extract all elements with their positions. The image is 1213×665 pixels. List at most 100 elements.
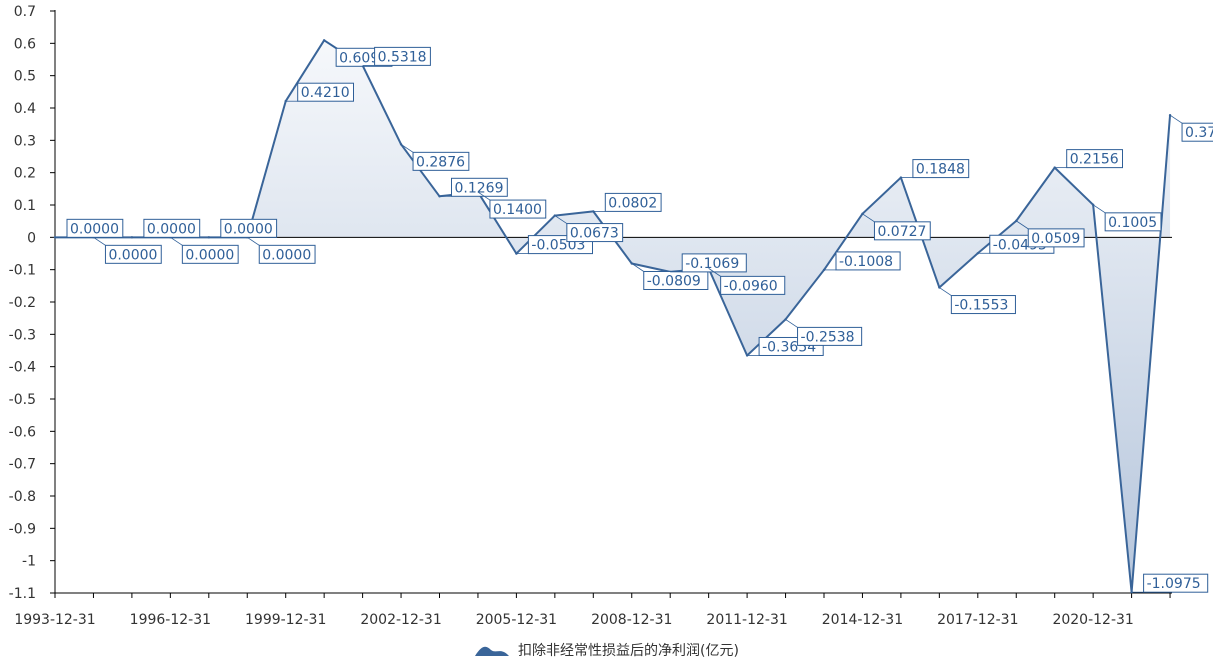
series-polyline	[55, 39, 1172, 594]
data-label-box	[1143, 573, 1209, 593]
label-leader	[477, 191, 491, 201]
x-tick-label: 1993-12-31	[14, 612, 95, 628]
data-label-box	[181, 244, 239, 264]
y-tick-label: -0.4	[9, 360, 36, 376]
label-leader	[400, 144, 414, 153]
data-label-box	[258, 244, 316, 264]
data-label: -0.1069	[685, 256, 739, 272]
y-tick-label: 0.7	[14, 4, 36, 20]
label-leader	[247, 237, 260, 246]
label-leader	[1092, 204, 1106, 214]
data-label: 0.1269	[455, 180, 504, 196]
x-tick-label: 2005-12-31	[476, 612, 557, 628]
label-leader	[1016, 220, 1029, 230]
data-label-box	[374, 46, 431, 66]
legend-label: 扣除非经常性损益后的净利润(亿元)	[518, 643, 739, 659]
data-label: 0.0802	[608, 195, 657, 211]
x-tick-label: 2008-12-31	[591, 612, 672, 628]
y-tick-label: 0.4	[14, 101, 36, 117]
data-label-box	[720, 275, 786, 295]
y-tick-label: -0.7	[9, 457, 36, 473]
data-label: 0.0509	[1031, 231, 1080, 247]
data-label: -1.0975	[1147, 576, 1201, 592]
y-tick-label: 0.5	[14, 69, 36, 85]
data-label-box	[489, 199, 547, 219]
y-tick-label: -1	[22, 554, 36, 570]
data-label-box	[835, 251, 901, 271]
data-label: -0.0809	[647, 273, 701, 289]
data-label-box	[1181, 122, 1213, 142]
area-series-icon	[475, 646, 510, 656]
data-label-box	[66, 218, 124, 238]
axes: 0.7 0.6 0.5 0.4 0.3 0.2 0.1 0 -0.1 -0.2 -0.3 -0.4 -0…	[9, 4, 1172, 628]
data-label: 0.1005	[1108, 215, 1157, 231]
data-label-box	[451, 177, 508, 197]
data-label: 0.4210	[301, 85, 350, 101]
x-tick-label: 2017-12-31	[937, 612, 1018, 628]
data-label-box	[950, 295, 1016, 315]
y-tick-label: -1.1	[9, 586, 36, 602]
label-leader	[862, 213, 875, 223]
y-tick-label: -0.5	[9, 392, 36, 408]
y-tick-label: -0.6	[9, 424, 36, 440]
label-leader	[939, 287, 952, 296]
data-label: 0.0000	[70, 221, 119, 237]
y-tick-label: 0.2	[14, 166, 36, 182]
x-tick-label: 2014-12-31	[822, 612, 903, 628]
label-leader	[93, 237, 106, 246]
data-label-box	[912, 159, 970, 179]
data-label-box	[797, 326, 863, 346]
label-leader	[554, 215, 568, 224]
data-label: -0.0960	[724, 278, 778, 294]
y-tick-label: -0.9	[9, 521, 36, 537]
data-label: 0.0000	[108, 247, 157, 263]
label-leader	[631, 263, 644, 272]
data-label: -0.1008	[839, 254, 893, 270]
data-label-box	[104, 244, 162, 264]
data-label: 0.0673	[570, 226, 619, 242]
data-label: 0.3777	[1185, 125, 1213, 141]
data-label-box	[1104, 212, 1162, 232]
area-fill	[55, 40, 1171, 593]
y-tick-label: -0.8	[9, 489, 36, 505]
y-tick-label: 0.3	[14, 133, 36, 149]
x-tick-label: 2011-12-31	[706, 612, 787, 628]
y-tick-label: -0.2	[9, 295, 36, 311]
label-leader	[170, 237, 183, 246]
data-labels: 0.0000 0.0000 0.0000 0.0000 0.0000 0.0000 0.42…	[55, 39, 1213, 593]
data-label: 0.1848	[916, 162, 965, 178]
data-label-box	[143, 218, 201, 238]
y-tick-label: -0.1	[9, 263, 36, 279]
data-label-box	[220, 218, 278, 238]
data-label: 0.1400	[493, 202, 542, 218]
data-label-box	[412, 151, 470, 171]
data-label: 0.0727	[877, 224, 926, 240]
data-label: 0.0000	[147, 221, 196, 237]
y-tick-label: 0.1	[14, 198, 36, 214]
series-line	[53, 39, 1172, 594]
data-label: -0.2538	[801, 329, 855, 345]
data-label: 0.2876	[416, 154, 465, 170]
label-leader	[1169, 114, 1183, 124]
data-label-box	[873, 221, 931, 241]
area-polygon	[55, 40, 1171, 593]
y-tick-label: 0.6	[14, 36, 36, 52]
data-label-box	[643, 270, 709, 290]
label-leader	[323, 39, 337, 49]
data-label: 0.5318	[378, 49, 427, 65]
data-label-box	[604, 192, 662, 212]
data-label: -0.1553	[954, 298, 1008, 314]
x-tick-label: 2002-12-31	[360, 612, 441, 628]
data-label-box	[297, 82, 355, 102]
data-label-box	[1027, 228, 1085, 248]
data-label: 0.2156	[1070, 152, 1119, 168]
data-label-box	[1066, 149, 1123, 169]
y-tick-label: 0	[27, 230, 36, 246]
legend[interactable]: 扣除非经常性损益后的净利润(亿元)	[0, 640, 1213, 661]
data-label-box	[566, 223, 624, 243]
chart-svg: 0.7 0.6 0.5 0.4 0.3 0.2 0.1 0 -0.1 -0.2 -0.3 -0.4 -0…	[9, 4, 1213, 628]
x-tick-label: 1996-12-31	[130, 612, 211, 628]
y-tick-label: -0.3	[9, 327, 36, 343]
x-tick-label: 1999-12-31	[245, 612, 326, 628]
label-leader	[785, 319, 798, 328]
